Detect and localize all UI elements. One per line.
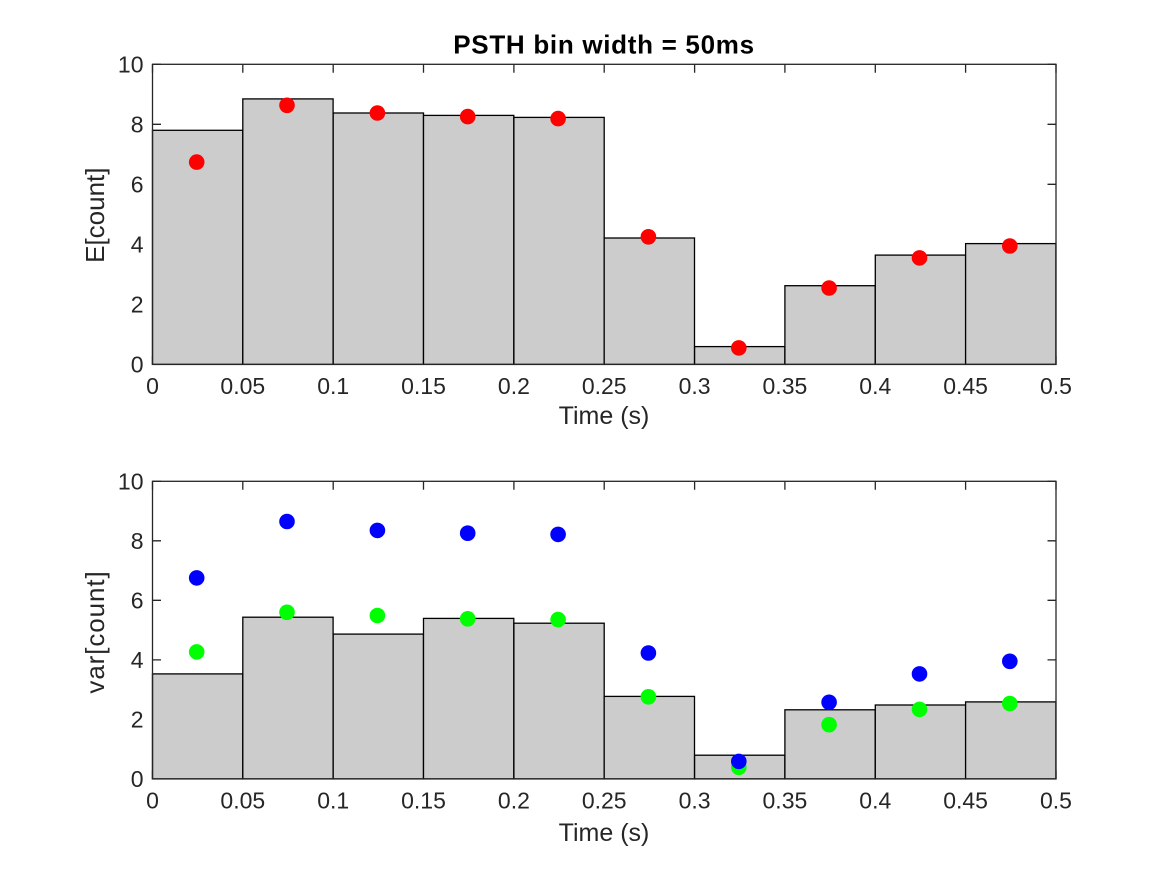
svg-text:0: 0 — [131, 352, 144, 378]
svg-text:PSTH bin width = 50ms: PSTH bin width = 50ms — [453, 30, 754, 60]
svg-text:0.4: 0.4 — [859, 373, 891, 399]
svg-text:0.3: 0.3 — [679, 373, 711, 399]
svg-text:0.35: 0.35 — [763, 788, 808, 814]
svg-text:6: 6 — [131, 172, 144, 198]
svg-text:6: 6 — [131, 588, 144, 614]
svg-text:10: 10 — [118, 469, 144, 495]
svg-text:0.25: 0.25 — [582, 788, 627, 814]
svg-text:0.05: 0.05 — [220, 373, 265, 399]
svg-text:0.05: 0.05 — [220, 788, 265, 814]
svg-text:10: 10 — [118, 52, 144, 78]
svg-text:0: 0 — [146, 373, 159, 399]
svg-text:0.25: 0.25 — [582, 373, 627, 399]
svg-text:0.35: 0.35 — [763, 373, 808, 399]
svg-text:Time (s): Time (s) — [559, 819, 650, 847]
svg-text:2: 2 — [131, 292, 144, 318]
svg-text:8: 8 — [131, 528, 144, 554]
svg-text:0.45: 0.45 — [943, 373, 988, 399]
svg-text:0.15: 0.15 — [401, 788, 446, 814]
svg-text:0.2: 0.2 — [498, 373, 530, 399]
svg-text:2: 2 — [131, 707, 144, 733]
svg-text:Time (s): Time (s) — [559, 402, 650, 430]
svg-text:0.3: 0.3 — [679, 788, 711, 814]
svg-text:0: 0 — [146, 788, 159, 814]
svg-text:4: 4 — [131, 232, 144, 258]
svg-text:0.1: 0.1 — [317, 788, 349, 814]
svg-text:0.2: 0.2 — [498, 788, 530, 814]
svg-text:0.15: 0.15 — [401, 373, 446, 399]
svg-text:var[count]: var[count] — [80, 570, 110, 693]
svg-text:0.4: 0.4 — [859, 788, 891, 814]
svg-text:8: 8 — [131, 112, 144, 138]
svg-text:0.1: 0.1 — [317, 373, 349, 399]
svg-text:0: 0 — [131, 766, 144, 792]
svg-text:0.45: 0.45 — [943, 788, 988, 814]
svg-text:0.5: 0.5 — [1040, 373, 1072, 399]
svg-text:4: 4 — [131, 647, 144, 673]
svg-text:0.5: 0.5 — [1040, 788, 1072, 814]
svg-text:E[count]: E[count] — [80, 167, 110, 262]
